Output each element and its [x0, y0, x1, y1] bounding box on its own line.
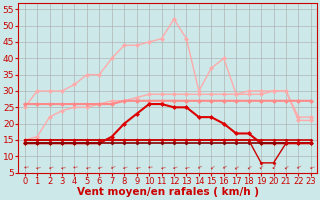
Text: ↙: ↙ — [196, 165, 202, 171]
Text: ↙: ↙ — [283, 165, 289, 171]
Text: ↙: ↙ — [171, 164, 177, 171]
Text: ↙: ↙ — [34, 164, 40, 171]
Text: ↙: ↙ — [96, 164, 103, 171]
Text: ↙: ↙ — [221, 165, 227, 171]
Text: ↙: ↙ — [183, 164, 190, 171]
Text: ↙: ↙ — [308, 164, 314, 171]
Text: ↙: ↙ — [271, 165, 276, 170]
Text: ↙: ↙ — [295, 165, 301, 171]
Text: ↙: ↙ — [246, 165, 251, 171]
Text: ↙: ↙ — [259, 165, 264, 170]
Text: ↙: ↙ — [133, 164, 140, 171]
Text: ↙: ↙ — [108, 165, 115, 171]
Text: ↙: ↙ — [21, 164, 28, 171]
Text: ↙: ↙ — [71, 164, 78, 171]
Text: ↙: ↙ — [121, 164, 127, 171]
Text: ↙: ↙ — [233, 165, 239, 171]
Text: ↙: ↙ — [158, 164, 165, 171]
Text: ↙: ↙ — [146, 164, 152, 171]
X-axis label: Vent moyen/en rafales ( km/h ): Vent moyen/en rafales ( km/h ) — [77, 187, 259, 197]
Text: ↙: ↙ — [209, 165, 214, 171]
Text: ↙: ↙ — [59, 164, 65, 171]
Text: ↙: ↙ — [84, 164, 90, 171]
Text: ↙: ↙ — [46, 164, 53, 171]
